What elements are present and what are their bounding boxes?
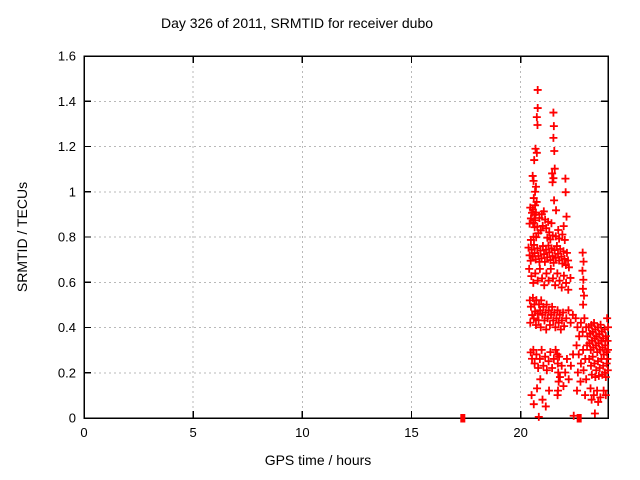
y-tick-label: 1 (69, 184, 76, 199)
x-tick-label: 0 (80, 425, 87, 440)
scatter-point-square (460, 414, 466, 423)
y-tick-label: 0.8 (58, 230, 76, 245)
x-tick-label: 5 (190, 425, 197, 440)
y-tick-label: 0.6 (58, 275, 76, 290)
y-tick-label: 1.6 (58, 49, 76, 64)
x-tick-label: 15 (404, 425, 418, 440)
y-tick-label: 0.4 (58, 320, 76, 335)
chart-title: Day 326 of 2011, SRMTID for receiver dub… (160, 15, 434, 31)
y-tick-label: 0 (69, 411, 76, 426)
scatter-point-square (576, 414, 582, 423)
y-tick-label: 1.4 (58, 94, 76, 109)
y-tick-label: 1.2 (58, 139, 76, 154)
y-tick-label: 0.2 (58, 365, 76, 380)
scatter-points-plus (524, 85, 612, 421)
x-tick-label: 10 (295, 425, 309, 440)
x-tick-label: 20 (513, 425, 527, 440)
x-axis-label: GPS time / hours (264, 452, 372, 468)
